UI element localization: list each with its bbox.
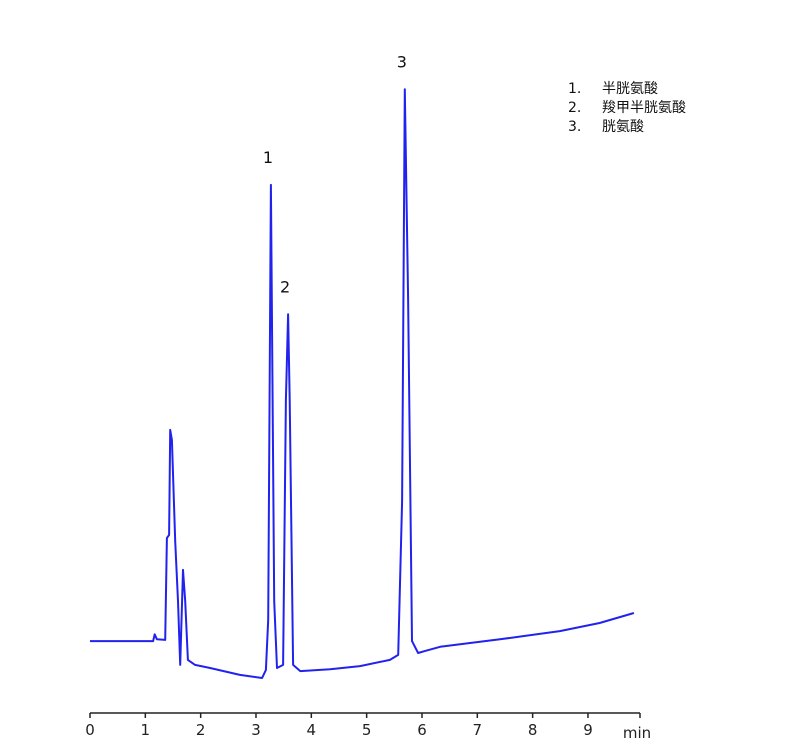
legend: 1. 半胱氨酸 2. 羧甲半胱氨酸 3. 胱氨酸: [568, 80, 686, 137]
chromatogram-trace: [90, 88, 635, 679]
x-tick-label: 8: [528, 721, 538, 739]
legend-entry-2: 2. 羧甲半胱氨酸: [568, 100, 686, 116]
peak-label-2: 2: [280, 277, 290, 296]
x-tick-label: 9: [583, 721, 593, 739]
peak-labels: 1 2 3: [263, 52, 407, 296]
x-tick-label: 2: [196, 721, 206, 739]
legend-entry-3: 3. 胱氨酸: [568, 119, 644, 135]
x-tick-label: 3: [251, 721, 261, 739]
x-tick-label: 5: [362, 721, 372, 739]
x-tick-label: 1: [141, 721, 151, 739]
x-tick-label: 7: [473, 721, 483, 739]
x-tick-label: 6: [417, 721, 427, 739]
x-axis: 0 1 2 3 4 5 6 7 8 9 min: [85, 712, 651, 742]
peak-label-1: 1: [263, 148, 273, 167]
x-tick-label: 4: [307, 721, 317, 739]
peak-label-3: 3: [397, 52, 407, 71]
legend-entry-1: 1. 半胱氨酸: [568, 81, 658, 97]
x-axis-label: min: [623, 724, 651, 742]
x-tick-label: 0: [85, 721, 95, 739]
